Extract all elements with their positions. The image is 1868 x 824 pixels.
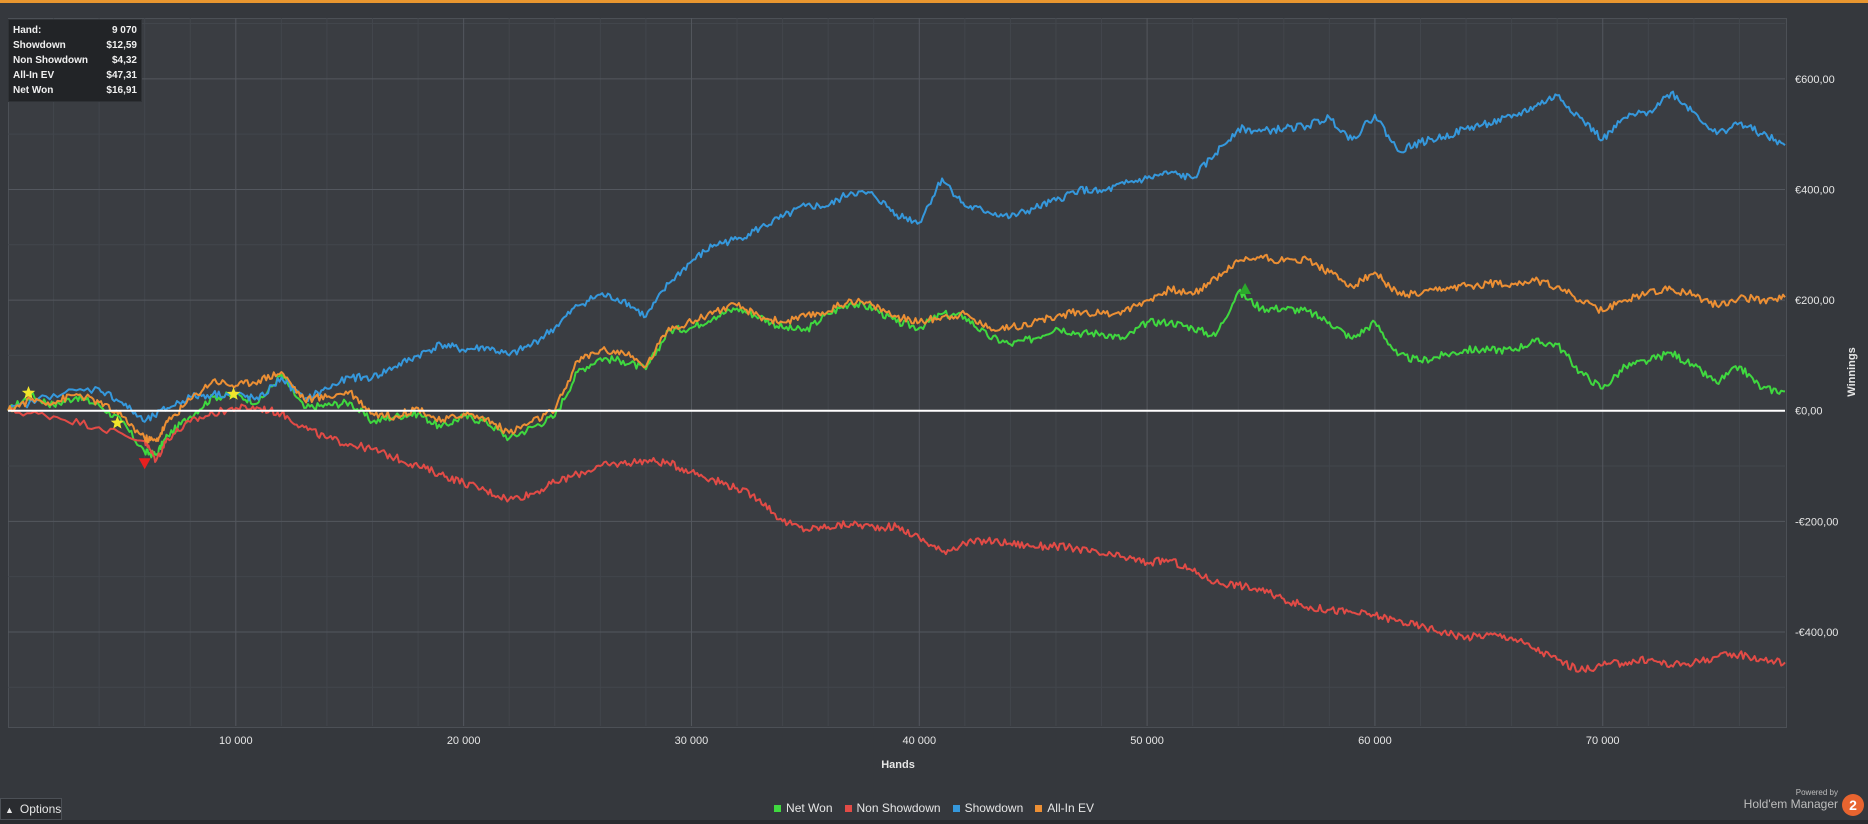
y-tick-label: €200,00 [1795, 295, 1835, 307]
powered-by-text: Powered by [1795, 788, 1838, 797]
y-tick-label: -€400,00 [1795, 627, 1838, 639]
options-label: Options [19, 802, 62, 816]
legend-item-non-showdown[interactable]: Non Showdown [844, 801, 941, 815]
hand-info-box: Hand: 9 070 Showdown $12,59 Non Showdown $4… [8, 19, 142, 102]
options-button[interactable]: ▲ Options [0, 798, 62, 820]
x-tick-label: 10 000 [219, 735, 253, 747]
legend-swatch [774, 804, 782, 812]
x-tick-label: 30 000 [675, 735, 709, 747]
series-line-showdown [7, 90, 1786, 423]
info-row: Non Showdown $4,32 [13, 55, 137, 66]
y-axis-title: Winnings [1846, 347, 1858, 396]
y-tick-label: €400,00 [1795, 184, 1835, 196]
info-row: Net Won $16,91 [13, 85, 137, 96]
y-tick-label: -€200,00 [1795, 516, 1838, 528]
plot-area [8, 18, 1787, 728]
triangle-up-marker [1239, 283, 1252, 295]
info-row: All-In EV $47,31 [13, 70, 137, 81]
bottom-bar [0, 820, 1868, 824]
chart-legend: Net Won Non Showdown Showdown All-In EV [0, 799, 1868, 817]
hm2-logo-icon: 2 [1842, 794, 1864, 816]
legend-item-net-won[interactable]: Net Won [774, 801, 833, 815]
info-row: Hand: 9 070 [13, 25, 137, 36]
info-row: Showdown $12,59 [13, 40, 137, 51]
top-accent-bar [0, 0, 1868, 3]
x-tick-label: 40 000 [902, 735, 936, 747]
powered-by: Powered by Hold'em Manager [1744, 788, 1838, 811]
caret-up-icon: ▲ [5, 805, 14, 815]
series-line-non-showdown [7, 403, 1786, 673]
legend-swatch [1035, 804, 1043, 812]
brand-name: Hold'em Manager [1743, 797, 1838, 811]
legend-swatch [844, 804, 852, 812]
y-tick-label: €0,00 [1795, 406, 1823, 418]
star-marker [21, 386, 36, 399]
x-tick-label: 70 000 [1586, 735, 1620, 747]
series-line-all-in-ev [7, 253, 1786, 444]
legend-item-all-in-ev[interactable]: All-In EV [1035, 801, 1094, 815]
star-marker [226, 387, 241, 400]
star-marker [110, 415, 124, 429]
y-tick-label: €600,00 [1795, 74, 1835, 86]
x-tick-label: 50 000 [1130, 735, 1164, 747]
triangle-down-marker [138, 458, 151, 470]
x-axis-title: Hands [881, 759, 915, 771]
legend-item-showdown[interactable]: Showdown [952, 801, 1023, 815]
x-tick-label: 60 000 [1358, 735, 1392, 747]
x-tick-label: 20 000 [447, 735, 481, 747]
legend-swatch [952, 804, 960, 812]
